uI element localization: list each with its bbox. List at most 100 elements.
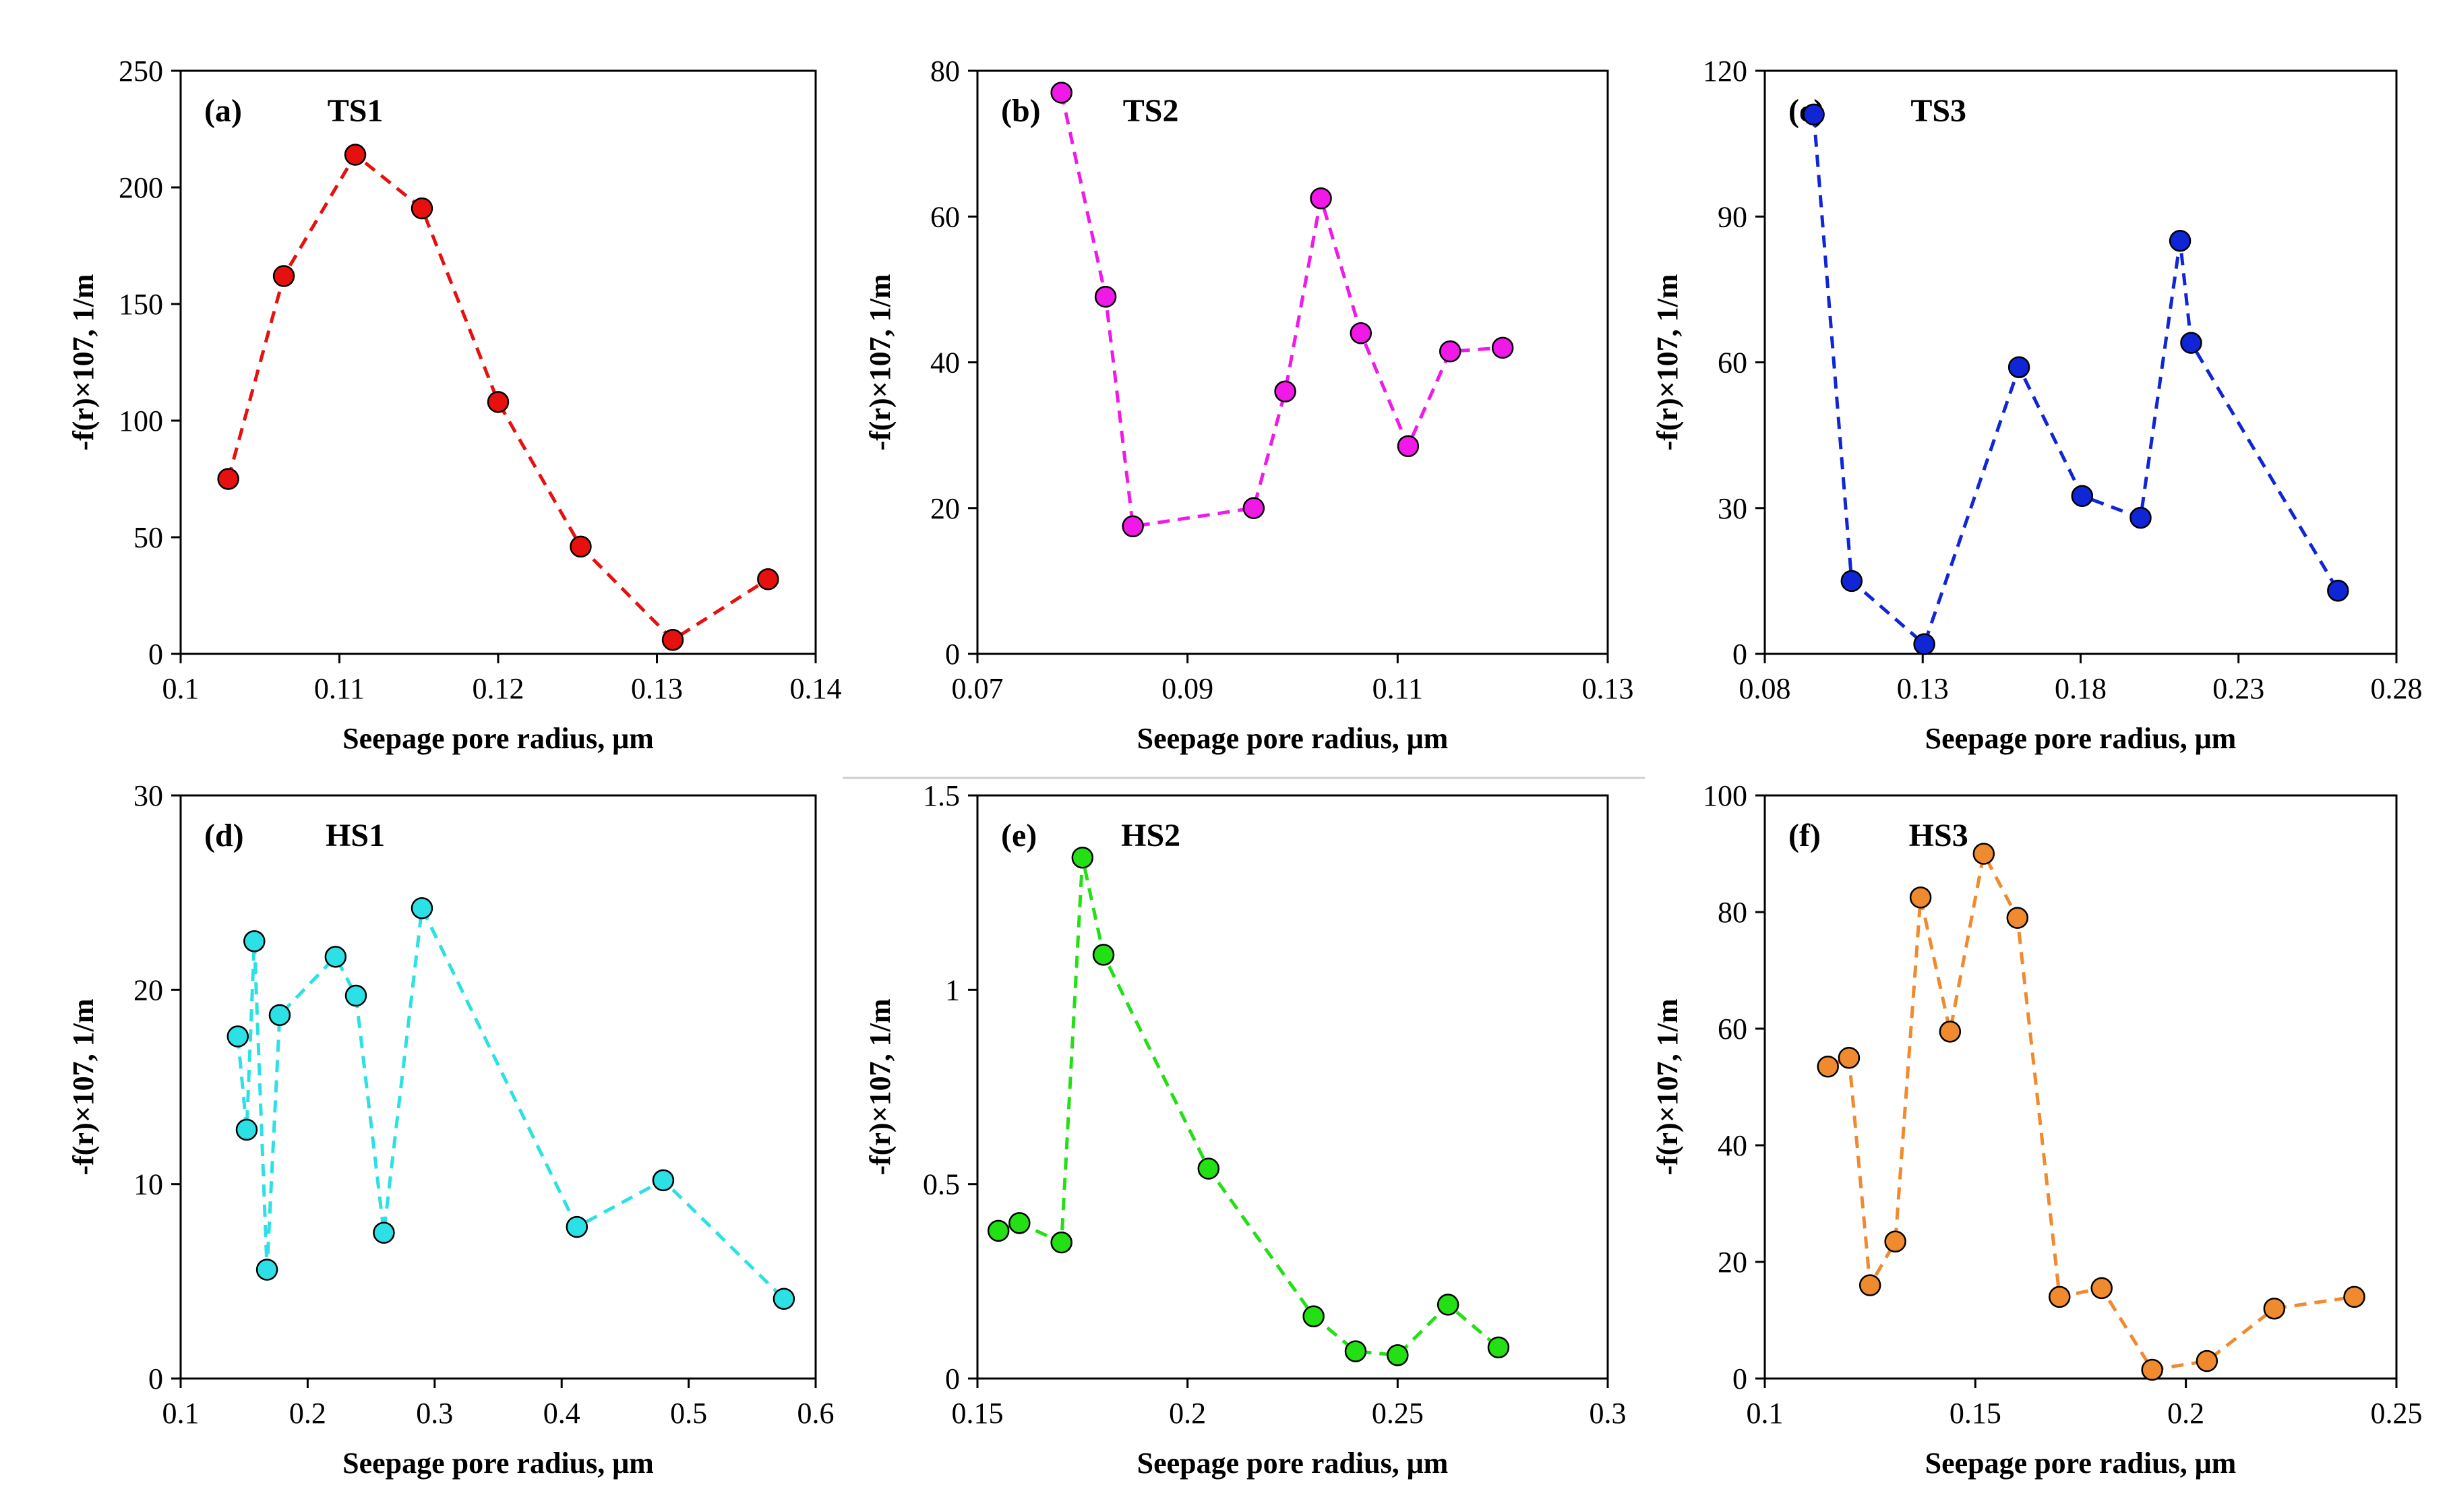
data-point <box>1439 340 1461 363</box>
y-axis-title: -f(r)×107, 1/m <box>67 998 100 1175</box>
data-point <box>1913 633 1935 655</box>
plot-frame <box>1763 794 2398 1380</box>
data-point <box>272 265 295 287</box>
series-line-HS2 <box>998 857 1500 1357</box>
data-point <box>1817 1055 1839 1078</box>
y-tick-label: 0 <box>1732 638 1747 671</box>
panel-letter: (f) <box>1788 818 1821 853</box>
data-point <box>1972 843 1995 865</box>
panel-letter: (a) <box>204 93 242 129</box>
data-point <box>2090 1277 2113 1300</box>
chart-title: TS3 <box>1910 93 1966 129</box>
x-axis-title: Seepage pore radius, μm <box>1137 722 1449 755</box>
y-tick-label: 20 <box>930 492 960 525</box>
chart-title: HS2 <box>1121 818 1180 853</box>
data-point <box>1071 847 1094 869</box>
data-point <box>344 144 367 166</box>
data-point <box>2196 1350 2218 1372</box>
data-point <box>1094 285 1117 308</box>
chart-title: HS1 <box>326 818 385 853</box>
y-tick-label: 100 <box>119 404 163 437</box>
y-tick-label: 40 <box>1718 1129 1747 1162</box>
data-point <box>1884 1230 1906 1252</box>
data-point <box>2049 1286 2071 1308</box>
x-tick-label: 0.23 <box>2212 672 2264 705</box>
chart-title: HS3 <box>1909 818 1968 853</box>
plot-frame <box>179 794 817 1380</box>
chart-panel-6: 0.1 0.15 0.2 0.25 0 20 40 60 80 100 Seepage pore r… <box>1651 779 2423 1480</box>
x-tick-label: 0.11 <box>314 672 365 705</box>
chart-title: TS2 <box>1123 93 1179 129</box>
x-tick-label: 0.3 <box>416 1397 453 1430</box>
x-tick-label: 0.07 <box>952 672 1004 705</box>
data-point <box>255 1259 278 1281</box>
data-point <box>1050 82 1072 104</box>
data-point <box>235 1118 258 1141</box>
data-point <box>2141 1358 2163 1381</box>
data-point <box>1387 1344 1409 1366</box>
data-point <box>1197 1157 1220 1180</box>
y-tick-label: 100 <box>1703 779 1747 812</box>
data-point <box>243 930 266 952</box>
chart-title: TS1 <box>328 93 384 129</box>
y-axis-title: -f(r)×107, 1/m <box>864 998 897 1175</box>
y-axis-title: -f(r)×107, 1/m <box>864 274 897 450</box>
plot-frame <box>1763 69 2398 655</box>
x-tick-label: 0.1 <box>1747 1397 1784 1430</box>
data-point <box>1350 322 1372 344</box>
x-tick-label: 0.18 <box>2055 672 2107 705</box>
y-tick-label: 1.5 <box>923 779 960 812</box>
y-tick-label: 90 <box>1718 200 1747 233</box>
y-tick-label: 250 <box>119 55 163 88</box>
data-point <box>2327 580 2349 602</box>
series-line-TS1 <box>226 152 769 642</box>
panel-letter: (d) <box>204 818 244 853</box>
y-tick-label: 20 <box>1718 1246 1747 1279</box>
data-point <box>566 1215 588 1238</box>
data-point <box>661 628 684 651</box>
data-point <box>652 1169 675 1192</box>
x-tick-label: 0.15 <box>952 1397 1004 1430</box>
data-point <box>2129 506 2152 529</box>
data-point <box>324 946 347 968</box>
data-point <box>217 468 239 490</box>
plot-frame <box>179 69 817 655</box>
data-point <box>1092 944 1115 966</box>
x-axis-title: Seepage pore radius, μm <box>342 722 654 755</box>
x-tick-label: 0.25 <box>2371 1397 2423 1430</box>
series-line-HS1 <box>236 902 785 1300</box>
y-tick-label: 40 <box>930 346 960 380</box>
data-point <box>487 391 510 413</box>
x-tick-label: 0.6 <box>797 1397 835 1430</box>
data-point <box>1803 103 1825 126</box>
y-tick-label: 60 <box>930 200 960 233</box>
x-axis-title: Seepage pore radius, μm <box>342 1447 654 1480</box>
plot-frame <box>976 794 1609 1380</box>
y-tick-label: 200 <box>119 171 163 204</box>
x-tick-label: 0.13 <box>631 672 683 705</box>
data-point <box>1242 497 1265 519</box>
data-point <box>757 568 779 591</box>
x-axis-title: Seepage pore radius, μm <box>1925 1447 2237 1480</box>
x-tick-label: 0.15 <box>1949 1397 2001 1430</box>
x-tick-label: 0.2 <box>2167 1397 2204 1430</box>
data-point <box>987 1219 1010 1242</box>
plot-frame <box>976 69 1609 655</box>
data-point <box>1274 380 1296 402</box>
y-axis-title: -f(r)×107, 1/m <box>1651 998 1684 1175</box>
data-point <box>1122 515 1144 538</box>
data-point <box>1858 1274 1881 1296</box>
y-tick-label: 50 <box>133 521 163 554</box>
data-point <box>1939 1021 1962 1043</box>
chart-panel-4: 0.1 0.2 0.3 0.4 0.5 0.6 0 10 20 30 Seepage pore ra… <box>67 779 835 1480</box>
data-point <box>1909 886 1932 909</box>
data-point <box>773 1288 795 1310</box>
data-point <box>2071 485 2094 507</box>
series-line-TS3 <box>1812 114 2340 647</box>
x-tick-label: 0.4 <box>543 1397 580 1430</box>
y-tick-label: 80 <box>930 55 960 88</box>
data-point <box>2180 332 2202 354</box>
x-tick-label: 0.14 <box>790 672 842 705</box>
x-tick-label: 0.08 <box>1739 672 1791 705</box>
x-tick-label: 0.13 <box>1582 672 1634 705</box>
